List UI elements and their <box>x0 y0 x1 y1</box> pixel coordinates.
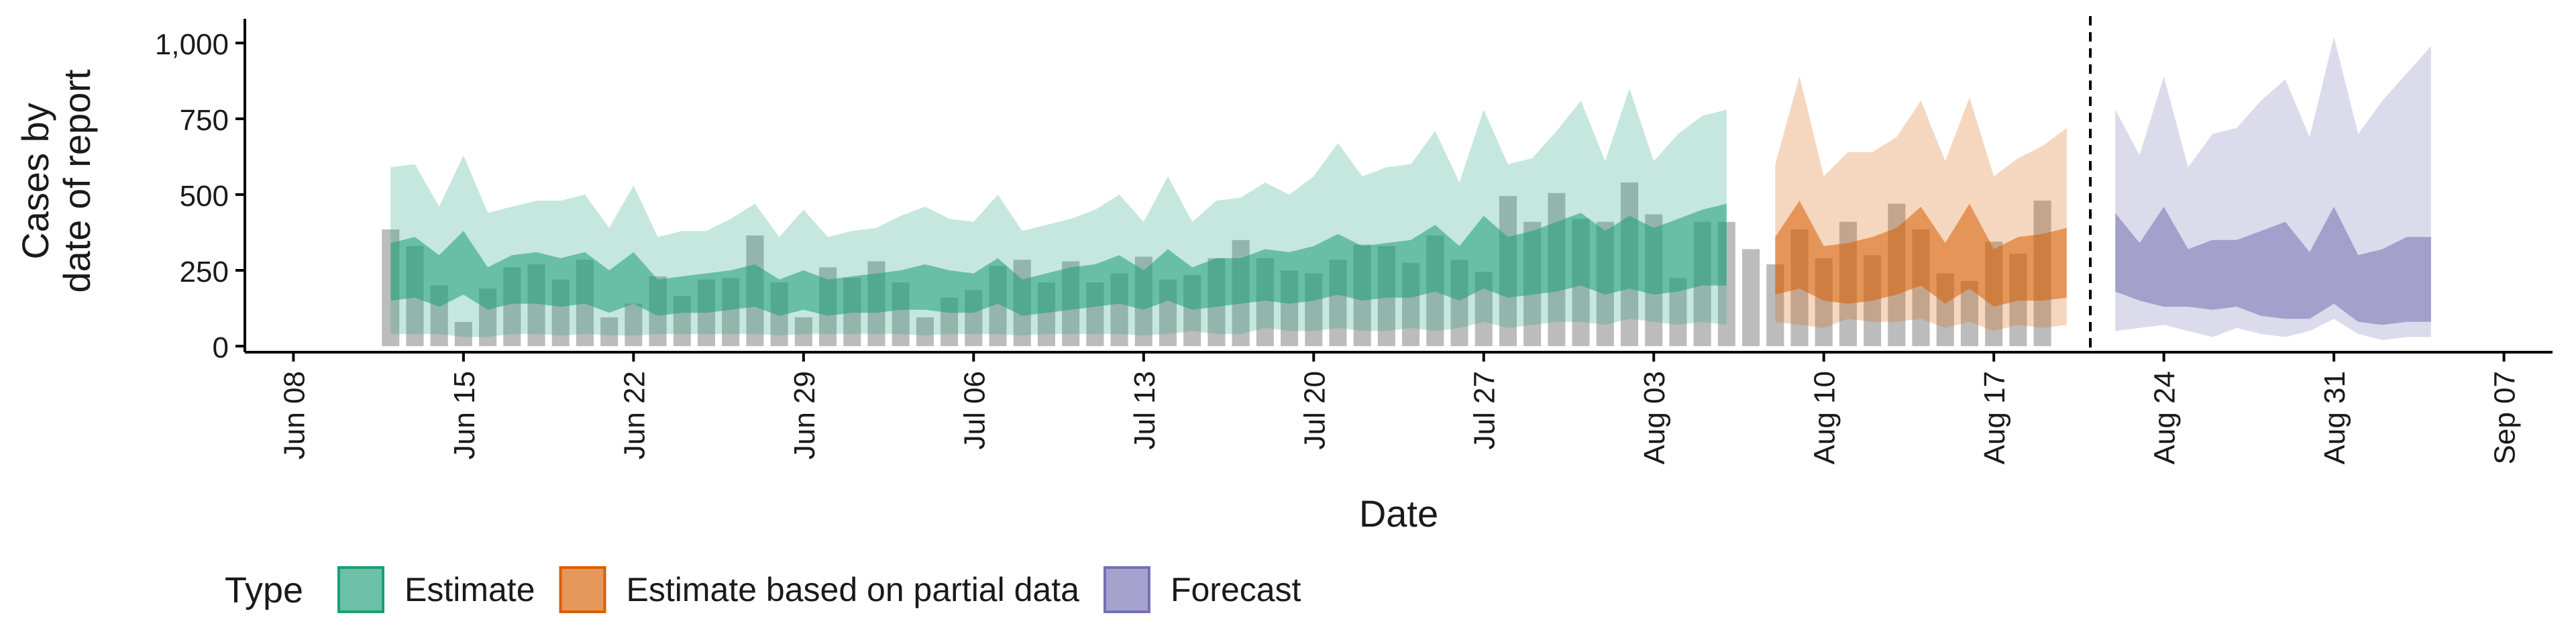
legend-swatch-estimate <box>337 566 384 613</box>
legend-label-estimate-based-on-partial-data: Estimate based on partial data <box>627 571 1080 608</box>
estimate-bands <box>390 37 2431 340</box>
x-axis-label: Date <box>1359 492 1438 535</box>
x-tick-label: Sep 07 <box>2489 371 2522 464</box>
legend-label-forecast: Forecast <box>1171 571 1301 608</box>
y-tick-label: 0 <box>213 331 229 364</box>
x-tick-label: Aug 03 <box>1638 371 1671 464</box>
legend-swatch-estimate-based-on-partial-data <box>559 566 606 613</box>
y-axis-label-line: date of report <box>56 69 98 293</box>
x-tick-label: Jul 06 <box>958 371 991 449</box>
x-tick-label: Aug 24 <box>2149 371 2182 464</box>
reported-cases-bar <box>794 317 812 346</box>
reported-cases-bar <box>454 321 472 346</box>
x-tick-label: Jul 20 <box>1298 371 1331 449</box>
reported-cases-bar <box>600 317 619 346</box>
x-tick-label: Jun 15 <box>448 371 481 460</box>
reported-cases-bar <box>1742 249 1760 346</box>
legend-label-estimate: Estimate <box>405 571 535 608</box>
estimate-based-on-partial-data-inner-band <box>1775 201 2067 307</box>
x-tick-label: Jul 13 <box>1128 371 1161 449</box>
reported-cases-bar <box>625 303 643 346</box>
axes: 0 250 500 750 1,000 Jun 08 Jun 15 Jun 22 Jun 29 J… <box>155 19 2553 464</box>
reported-cases-bar <box>916 317 934 346</box>
x-tick-label: Jun 08 <box>278 371 311 460</box>
legend-title: Type <box>225 570 303 610</box>
y-tick-label: 1,000 <box>155 28 229 61</box>
x-tick-label: Aug 31 <box>2318 371 2351 464</box>
x-tick-label: Jun 29 <box>788 371 821 460</box>
x-tick-label: Aug 17 <box>1978 371 2011 464</box>
y-tick-label: 250 <box>180 256 229 288</box>
x-tick-label: Jul 27 <box>1468 371 1501 449</box>
legend-swatch-forecast <box>1103 566 1150 613</box>
y-axis-label-line: Cases by <box>14 103 56 259</box>
y-axis-label: Cases bydate of report <box>14 69 98 293</box>
y-tick-label: 750 <box>180 104 229 137</box>
estimate-inner-band <box>390 203 1727 316</box>
x-tick-label: Jun 22 <box>618 371 651 460</box>
x-tick-label: Aug 10 <box>1809 371 1841 464</box>
forecast-inner-band <box>2115 207 2431 325</box>
y-tick-label: 500 <box>180 180 229 213</box>
legend: Type Estimate Estimate based on partial da… <box>225 566 1301 613</box>
